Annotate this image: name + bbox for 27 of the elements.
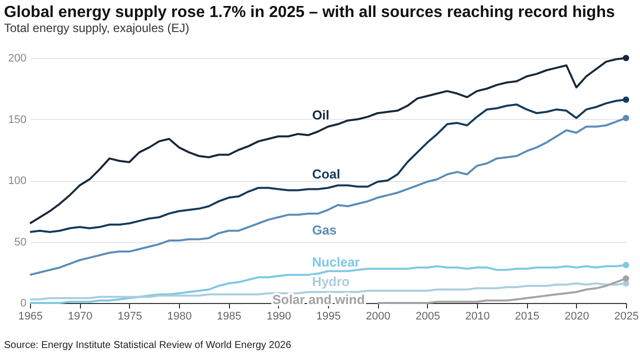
x-tick-label: 2015 xyxy=(514,310,540,322)
x-tick-label: 2010 xyxy=(465,310,490,322)
x-tick-label: 2000 xyxy=(366,310,390,322)
x-tick-label: 2025 xyxy=(614,310,639,322)
series-label: Nuclear xyxy=(312,254,360,270)
source-note: Source: Energy Institute Statistical Review of World Energy 2026 xyxy=(4,340,292,351)
x-tick-label: 1970 xyxy=(68,310,92,322)
x-tick-label: 2005 xyxy=(416,310,440,322)
x-tick-label: 2020 xyxy=(564,310,590,322)
y-tick-label: 50 xyxy=(14,236,26,248)
chart-subtitle: Total energy supply, exajoules (EJ) xyxy=(4,21,190,35)
series-label: Solar and wind xyxy=(272,292,365,307)
series-label: Gas xyxy=(312,222,337,238)
x-tick-label: 1965 xyxy=(18,310,43,322)
x-tick-label: 1985 xyxy=(216,310,242,322)
x-tick-label: 1980 xyxy=(167,310,192,322)
y-tick-label: 0 xyxy=(20,298,26,310)
y-tick-label: 100 xyxy=(8,175,26,187)
x-tick-label: 1975 xyxy=(118,310,142,322)
series-label: Hydro xyxy=(312,274,350,290)
x-tick-label: 1995 xyxy=(316,310,341,322)
x-tick-label: 1990 xyxy=(266,310,292,322)
chart-title: Global energy supply rose 1.7% in 2025 – with all sources reaching record highs xyxy=(4,4,615,21)
series-label: Coal xyxy=(312,166,340,182)
y-tick-label: 150 xyxy=(8,114,26,126)
series-label: Oil xyxy=(312,108,330,123)
y-tick-label: 200 xyxy=(8,52,26,64)
